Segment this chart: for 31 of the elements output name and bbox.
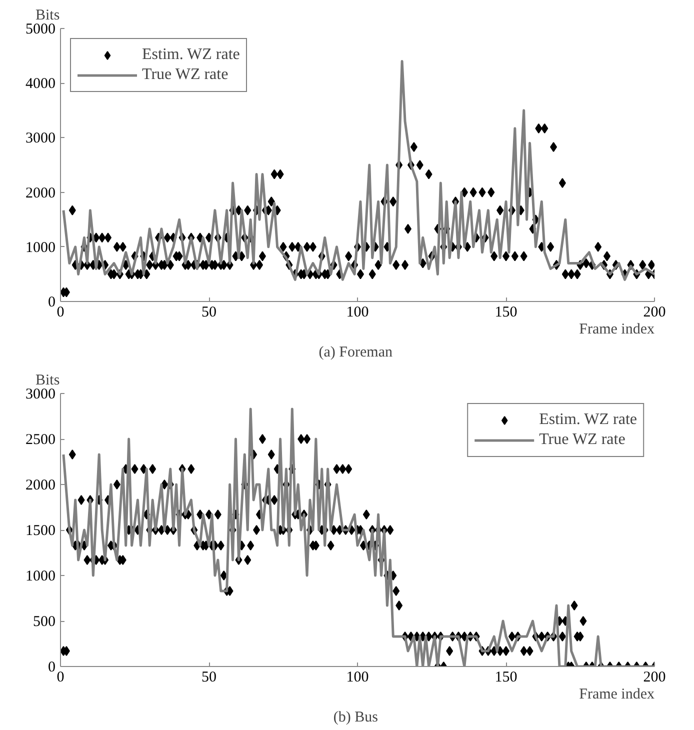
y-tick-label: 1000 xyxy=(26,240,56,256)
x-tick-label: 50 xyxy=(202,304,216,320)
y-tick-label: 4000 xyxy=(26,76,56,92)
y-tick-label: 2000 xyxy=(26,478,56,494)
x-tick-label: 200 xyxy=(643,304,666,320)
legend-label: Estim. WZ rate xyxy=(539,411,637,429)
y-tick-label: 5000 xyxy=(26,22,56,38)
y-tick-label: 1500 xyxy=(26,523,56,539)
y-tick-label: 0 xyxy=(48,294,56,310)
y-tick-label: 2000 xyxy=(26,185,56,202)
x-tick-label: 100 xyxy=(346,670,369,686)
y-axis-title: Bits xyxy=(36,372,60,388)
y-tick-label: 0 xyxy=(48,660,56,676)
x-tick-label: 100 xyxy=(346,304,369,320)
y-tick-label: 500 xyxy=(33,614,56,630)
legend-label: True WZ rate xyxy=(539,431,626,449)
y-tick-label: 3000 xyxy=(26,130,56,147)
y-axis-title: Bits xyxy=(36,8,60,24)
x-tick-label: 150 xyxy=(494,304,518,320)
text: (a) Foreman xyxy=(318,344,393,360)
text: (b) Bus xyxy=(333,710,378,726)
y-tick-label: 2500 xyxy=(26,432,56,448)
x-tick-label: 150 xyxy=(494,670,518,686)
x-axis-title: Frame index xyxy=(579,322,655,338)
legend-label: Estim. WZ rate xyxy=(142,46,240,64)
x-tick-label: 50 xyxy=(202,670,216,686)
y-tick-label: 1000 xyxy=(26,568,56,584)
x-axis-title: Frame index xyxy=(579,686,655,702)
legend-label: True WZ rate xyxy=(142,66,228,84)
x-tick-label: 200 xyxy=(643,670,666,686)
y-tick-label: 3000 xyxy=(26,386,56,402)
